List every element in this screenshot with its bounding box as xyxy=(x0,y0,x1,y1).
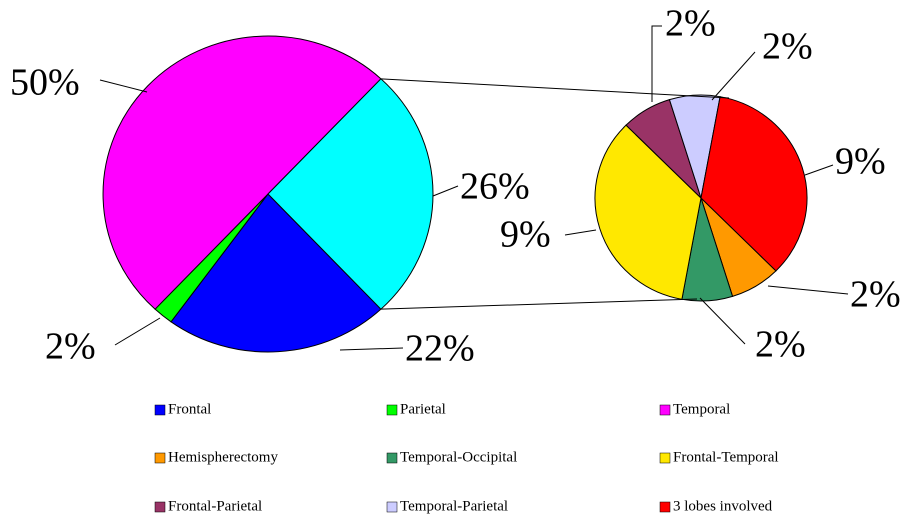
legend-label: Frontal-Parietal xyxy=(168,498,262,514)
pie-slice xyxy=(594,124,702,300)
legend-swatch xyxy=(386,404,398,416)
pie-slice xyxy=(267,78,434,310)
data-label: 22% xyxy=(405,328,475,370)
leader-line xyxy=(564,229,597,236)
legend-swatch xyxy=(154,404,166,416)
leader-line xyxy=(114,317,161,346)
legend-label: Frontal xyxy=(168,401,211,417)
leader-line xyxy=(339,347,404,351)
leader-line xyxy=(99,79,148,93)
leader-line xyxy=(711,51,756,101)
data-label: 2% xyxy=(755,324,806,366)
legend-swatch xyxy=(386,452,398,464)
legend-swatch xyxy=(386,501,398,513)
data-label: 2% xyxy=(45,326,96,368)
connector-line xyxy=(380,78,730,99)
legend-swatch xyxy=(659,501,671,513)
legend-label: Temporal-Parietal xyxy=(400,498,508,514)
legend-label: Frontal-Temporal xyxy=(673,449,779,465)
leader-line xyxy=(651,25,662,102)
legend-label: Parietal xyxy=(400,401,446,417)
pie-slice xyxy=(170,193,382,353)
leader-line xyxy=(699,297,746,345)
leader-line xyxy=(804,164,834,176)
data-label: 2% xyxy=(762,26,813,68)
data-label: 2% xyxy=(850,274,901,316)
legend-swatch xyxy=(659,452,671,464)
pie-slice xyxy=(102,35,382,310)
leader-line xyxy=(432,185,459,197)
data-label: 9% xyxy=(835,141,886,183)
data-label: 26% xyxy=(460,166,530,208)
legend-swatch xyxy=(154,452,166,464)
data-label: 50% xyxy=(10,62,80,104)
leader-line xyxy=(767,285,849,295)
legend-label: 3 lobes involved xyxy=(673,498,773,514)
legend-label: Temporal-Occipital xyxy=(400,449,517,465)
legend-swatch xyxy=(659,404,671,416)
data-label: 9% xyxy=(500,214,551,256)
legend-label: Hemispherectomy xyxy=(168,449,278,465)
legend-label: Temporal xyxy=(673,401,730,417)
legend-swatch xyxy=(154,501,166,513)
pie-slice xyxy=(700,96,808,272)
connector-line xyxy=(380,298,698,310)
data-label: 2% xyxy=(665,3,716,45)
